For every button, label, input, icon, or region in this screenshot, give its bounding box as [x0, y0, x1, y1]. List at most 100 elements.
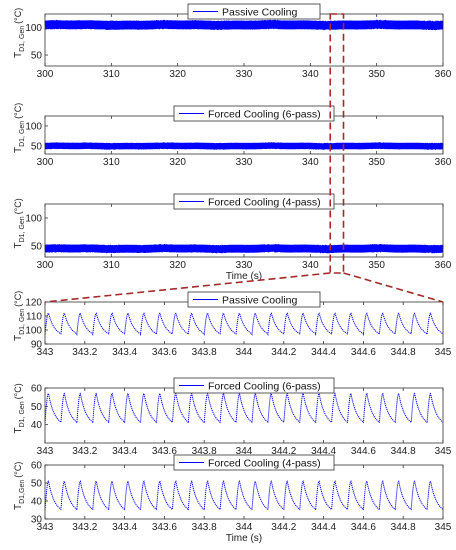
y-axis-label: TD1, Gen (°C): [13, 383, 26, 433]
y-axis-label: TD1,Gen (°C): [13, 462, 26, 510]
panel-2: 300 310 320 330 340 350 360 50 100 TD1, Gen (°C) Fo…: [13, 103, 452, 168]
y-tick-label: 50: [31, 142, 43, 153]
x-tick-label: 344.2: [271, 347, 296, 358]
x-tick-label: 343.2: [72, 522, 97, 533]
x-tick-label: 345: [435, 347, 452, 358]
y-tick-label: 100: [25, 213, 42, 224]
y-tick-label: 30: [31, 515, 43, 526]
y-tick-label: 90: [31, 340, 43, 351]
zoom-rect: [329, 13, 345, 274]
x-tick-label: 300: [37, 157, 54, 168]
x-tick-label: 340: [302, 69, 319, 80]
x-tick-label: 343.6: [152, 446, 177, 457]
legend-label: Passive Cooling: [222, 295, 297, 307]
legend-box: [173, 377, 335, 394]
x-tick-label: 310: [103, 69, 120, 80]
x-tick-label: 360: [435, 260, 452, 271]
x-tick-label: 343: [37, 347, 54, 358]
panel-6: 343 343.2 343.4 343.6 343.8 344 344.2 344.4 344.…: [13, 454, 452, 544]
legend-label: Forced Cooling (6-pass): [208, 109, 321, 121]
x-tick-label: 344.6: [351, 446, 376, 457]
y-tick-label: 50: [31, 51, 43, 62]
legend-box: [173, 454, 335, 471]
panel-3: 300 310 320 330 340 350 360 50 100 TD1, Gen (°C) Ti…: [13, 193, 452, 282]
x-tick-label: 344.8: [391, 522, 416, 533]
series-line: [44, 19, 444, 31]
y-label-main: T: [13, 242, 24, 248]
x-tick-label: 344: [236, 522, 253, 533]
x-tick-label: 345: [435, 522, 452, 533]
x-tick-label: 343.4: [112, 347, 137, 358]
y-label-main: T: [13, 427, 24, 433]
legend-box: [173, 105, 335, 122]
y-tick-label: 120: [25, 298, 42, 309]
zoom-line-right: [343, 272, 444, 303]
x-axis-label: Time (s): [226, 533, 262, 544]
y-tick-label: 50: [31, 402, 43, 413]
x-tick-label: 344.6: [351, 347, 376, 358]
legend: Passive Cooling: [187, 291, 321, 308]
x-tick-label: 343.6: [152, 522, 177, 533]
x-tick-label: 344.4: [311, 347, 336, 358]
y-label-sub: D1, Gen: [19, 26, 26, 52]
y-tick-label: 50: [31, 241, 43, 252]
x-tick-label: 343.8: [192, 522, 217, 533]
y-tick-label: 60: [31, 461, 43, 472]
x-tick-label: 343.2: [72, 446, 97, 457]
y-label-main: T: [13, 52, 24, 58]
series-line: [44, 142, 444, 150]
y-tick-label: 100: [25, 326, 42, 337]
y-label-sub: D1, Gen: [19, 309, 26, 335]
x-tick-label: 344: [236, 347, 253, 358]
y-label-main: T: [13, 335, 24, 341]
y-label-sub: D1, Gen: [19, 216, 26, 242]
y-label-sub: D1,Gen: [19, 480, 26, 504]
x-tick-label: 344.2: [271, 522, 296, 533]
x-tick-label: 320: [169, 69, 186, 80]
x-tick-label: 360: [435, 69, 452, 80]
y-tick-label: 40: [31, 420, 43, 431]
y-tick-label: 110: [26, 312, 42, 323]
y-tick-label: 100: [25, 122, 42, 133]
zoom-indicator: [44, 13, 444, 303]
legend-box: [187, 3, 321, 20]
x-tick-label: 343.8: [192, 446, 217, 457]
y-label-unit: (°C): [13, 198, 23, 214]
legend: Passive Cooling: [187, 3, 321, 20]
x-tick-label: 350: [368, 260, 385, 271]
x-tick-label: 344.6: [351, 522, 376, 533]
legend: Forced Cooling (6-pass): [173, 105, 335, 122]
x-tick-label: 310: [103, 157, 120, 168]
y-label-unit: (°C): [13, 462, 23, 478]
y-tick-label: 50: [31, 479, 43, 490]
y-axis-label: TD1, Gen (°C): [13, 103, 26, 153]
y-label-sub: D1, Gen: [19, 121, 26, 147]
legend-label: Forced Cooling (6-pass): [208, 381, 321, 393]
x-tick-label: 343.4: [112, 522, 137, 533]
y-label-unit: (°C): [13, 8, 23, 24]
x-tick-label: 300: [37, 260, 54, 271]
x-tick-label: 310: [103, 260, 120, 271]
x-tick-label: 344.8: [391, 446, 416, 457]
x-tick-label: 350: [368, 69, 385, 80]
legend: Forced Cooling (6-pass): [173, 377, 335, 394]
x-tick-label: 350: [368, 157, 385, 168]
x-tick-label: 360: [435, 157, 452, 168]
legend: Forced Cooling (4-pass): [173, 454, 335, 471]
panel-5: 343 343.2 343.4 343.6 343.8 344 344.2 344.4 344.…: [13, 377, 452, 457]
x-tick-label: 343: [37, 446, 54, 457]
x-tick-label: 343.2: [72, 347, 97, 358]
y-label-unit: (°C): [13, 383, 23, 399]
y-axis-label: TD1, Gen (°C): [13, 198, 26, 248]
x-tick-label: 344: [236, 446, 253, 457]
series-line: [44, 243, 444, 254]
x-tick-label: 345: [435, 446, 452, 457]
series-line: [44, 312, 444, 337]
legend-label: Forced Cooling (4-pass): [208, 458, 321, 470]
x-tick-label: 343.8: [192, 347, 217, 358]
x-tick-label: 344.4: [311, 446, 336, 457]
plot-frame: [44, 301, 444, 345]
panel-1: 300 310 320 330 340 350 360 50 100 TD1, Gen (°C) Pa…: [13, 3, 452, 80]
x-tick-label: 330: [236, 157, 253, 168]
